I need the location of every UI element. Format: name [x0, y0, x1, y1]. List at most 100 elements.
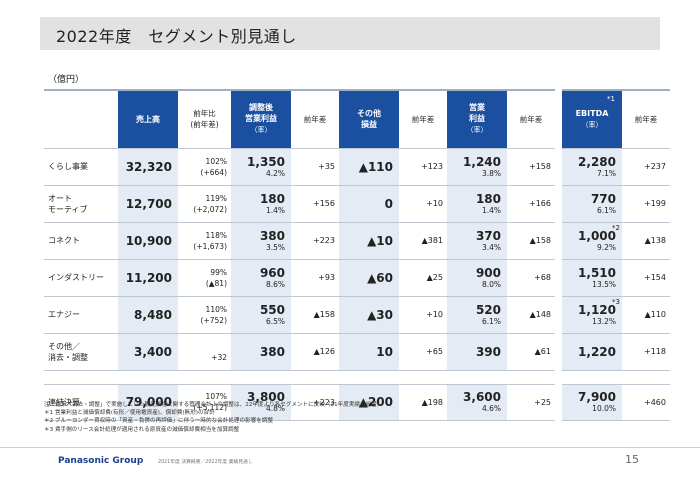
ebitda-value: 7,900 10.0%: [562, 383, 622, 421]
adj-op-value: 1,350 4.2%: [231, 147, 291, 185]
ebitda-value: 1,000 9.2% *2: [562, 221, 622, 259]
op-value: 370 3.4%: [447, 221, 507, 259]
footnote-3: ＊3 賃手側のリース会計処理が適用される原資産の減価償却費相当を加算調整: [44, 426, 240, 433]
footer-divider: [0, 447, 700, 448]
ebitda-value: 2,280 7.1%: [562, 147, 622, 185]
row-label: エナジー: [44, 295, 118, 333]
adj-op-value: 550 6.5%: [231, 295, 291, 333]
other-diff: +10: [399, 184, 447, 222]
other-diff: ▲198: [399, 383, 447, 421]
table-row: オート モーティブ 12,700 119% (+2,072) 180 1.4% +156 0 +1…: [44, 184, 670, 222]
op-diff: ▲158: [507, 221, 555, 259]
adj-op-diff: +223: [291, 221, 339, 259]
adj-op-diff: +35: [291, 147, 339, 185]
sales-yoy: 118% (+1,673): [178, 221, 231, 259]
other-diff: ▲25: [399, 258, 447, 296]
column-separator: [555, 222, 562, 259]
other-value: ▲200: [339, 383, 399, 421]
column-separator: [555, 259, 562, 296]
sales-value: 32,320: [118, 147, 178, 185]
adj-op-value: 180 1.4%: [231, 184, 291, 222]
header-diff-2: 前年差: [399, 89, 447, 149]
column-separator: [555, 333, 562, 370]
ebitda-footnote-marker: *2: [612, 223, 620, 232]
sales-value: 11,200: [118, 258, 178, 296]
column-separator: [555, 296, 562, 333]
column-separator: [555, 148, 562, 185]
sales-yoy: 102% (+664): [178, 147, 231, 185]
table-row: インダストリー 11,200 99% (▲81) 960 8.6% +93 ▲60 ▲25 900…: [44, 258, 670, 296]
page-title: 2022年度 セグメント別見通し: [56, 27, 297, 46]
op-value: 900 8.0%: [447, 258, 507, 296]
gap-cell: [118, 369, 178, 385]
sales-value: 79,000: [118, 383, 178, 421]
page-number: 15: [625, 453, 639, 466]
op-value: 1,240 3.8%: [447, 147, 507, 185]
op-diff: +166: [507, 184, 555, 222]
adj-op-diff: +223: [291, 383, 339, 421]
adj-op-diff: ▲126: [291, 332, 339, 370]
other-value: ▲110: [339, 147, 399, 185]
ebitda-diff: +118: [622, 332, 670, 370]
gap-cell: [562, 369, 622, 385]
header-other: その他 損益: [339, 89, 399, 149]
ebitda-value: 770 6.1%: [562, 184, 622, 222]
gap-cell: [555, 370, 562, 384]
footnote-0: 注：従来「消去・調整」で実施していた販売価格に関する管理会計上の調整は、22年度…: [44, 402, 383, 408]
op-diff: +25: [507, 383, 555, 421]
op-value: 180 1.4%: [447, 184, 507, 222]
ebitda-value: 1,510 13.5%: [562, 258, 622, 296]
header-blank: [44, 89, 118, 149]
op-value: 390: [447, 332, 507, 370]
sales-value: 3,400: [118, 332, 178, 370]
header-sales: 売上高: [118, 89, 178, 149]
ebitda-diff: ▲138: [622, 221, 670, 259]
adj-op-value: 380: [231, 332, 291, 370]
header-op: 営業 利益 （率）: [447, 89, 507, 149]
table-row: その他／ 消去・調整 3,400 +32 380 ▲126 10 +65 390 ▲61 1,220…: [44, 332, 670, 370]
table-header-row: 売上高 前年比 (前年差) 調整後 営業利益 （率） 前年差 その他 損益 前年差 営業…: [44, 89, 670, 149]
header-ebitda: *1 EBITDA （率）: [562, 89, 622, 149]
sales-value: 10,900: [118, 221, 178, 259]
sales-yoy: +32: [178, 332, 231, 370]
op-value: 3,600 4.6%: [447, 383, 507, 421]
table-row: くらし事業 32,320 102% (+664) 1,350 4.2% +35 ▲110 +12…: [44, 147, 670, 185]
adj-op-diff: +156: [291, 184, 339, 222]
table-row: コネクト 10,900 118% (+1,673) 380 3.5% +223 ▲10 ▲381…: [44, 221, 670, 259]
table-row: エナジー 8,480 110% (+752) 550 6.5% ▲158 ▲30 +10 520 6…: [44, 295, 670, 333]
row-label: くらし事業: [44, 147, 118, 185]
other-value: 10: [339, 332, 399, 370]
header-sales-yoy: 前年比 (前年差): [178, 89, 231, 149]
row-label: インダストリー: [44, 258, 118, 296]
gap-cell: [399, 369, 447, 385]
ebitda-footnote-marker: *3: [612, 297, 620, 306]
ebitda-diff: +460: [622, 383, 670, 421]
other-value: ▲30: [339, 295, 399, 333]
column-separator: [555, 384, 562, 420]
sales-yoy: 119% (+2,072): [178, 184, 231, 222]
header-diff-1: 前年差: [291, 89, 339, 149]
other-diff: +10: [399, 295, 447, 333]
other-value: ▲60: [339, 258, 399, 296]
adj-op-diff: +93: [291, 258, 339, 296]
sales-yoy: 107% (+5,112): [178, 383, 231, 421]
adj-op-diff: ▲158: [291, 295, 339, 333]
header-adj-op: 調整後 営業利益 （率）: [231, 89, 291, 149]
op-diff: +68: [507, 258, 555, 296]
other-diff: +123: [399, 147, 447, 185]
unit-label: （億円）: [48, 75, 85, 85]
op-diff: ▲61: [507, 332, 555, 370]
header-diff-4: 前年差: [622, 89, 670, 149]
ebitda-note-marker: *1: [607, 95, 615, 103]
title-bar: 2022年度 セグメント別見通し: [40, 17, 660, 50]
gap-cell: [622, 369, 670, 385]
ebitda-value: 1,120 13.2% *3: [562, 295, 622, 333]
table-gap-row: [44, 369, 670, 385]
row-label: その他／ 消去・調整: [44, 332, 118, 370]
op-diff: +158: [507, 147, 555, 185]
ebitda-value: 1,220: [562, 332, 622, 370]
ebitda-diff: +199: [622, 184, 670, 222]
ebitda-diff: +154: [622, 258, 670, 296]
gap-cell: [44, 369, 118, 385]
row-label: コネクト: [44, 221, 118, 259]
